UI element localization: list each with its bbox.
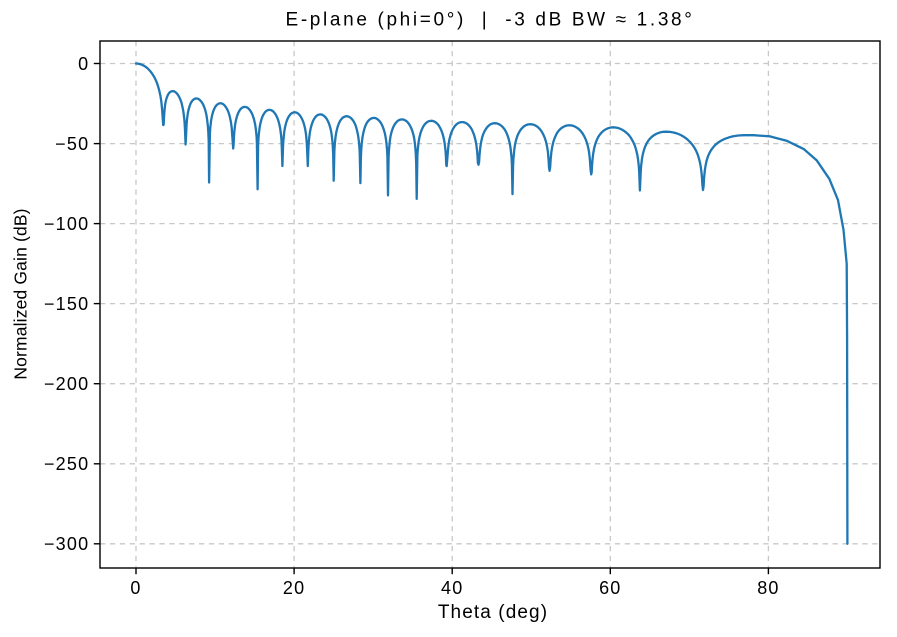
svg-text:−100: −100 bbox=[44, 214, 89, 234]
svg-text:20: 20 bbox=[283, 578, 305, 598]
svg-text:Theta (deg): Theta (deg) bbox=[438, 602, 548, 623]
svg-text:−300: −300 bbox=[44, 534, 89, 554]
svg-text:−250: −250 bbox=[44, 454, 89, 474]
svg-text:Normalized Gain (dB): Normalized Gain (dB) bbox=[11, 208, 31, 379]
svg-text:−150: −150 bbox=[44, 294, 89, 314]
svg-text:60: 60 bbox=[599, 578, 621, 598]
svg-text:0: 0 bbox=[130, 578, 141, 598]
svg-text:80: 80 bbox=[757, 578, 779, 598]
svg-text:−50: −50 bbox=[55, 134, 89, 154]
svg-text:40: 40 bbox=[441, 578, 463, 598]
svg-text:E-plane (phi=0°) | -3 dB BW: E-plane (phi=0°) | -3 dB BW ≈ 1.38° bbox=[286, 10, 695, 31]
svg-text:0: 0 bbox=[78, 54, 89, 74]
svg-text:−200: −200 bbox=[44, 374, 89, 394]
